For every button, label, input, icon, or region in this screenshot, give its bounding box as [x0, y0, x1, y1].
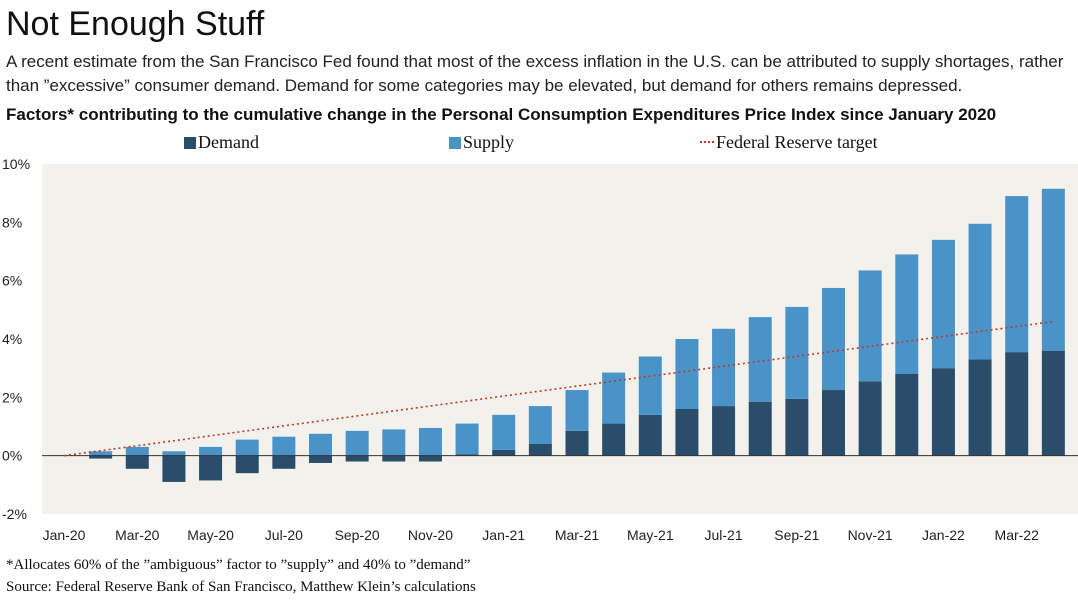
demand-bar — [822, 390, 845, 456]
demand-bar — [565, 430, 589, 456]
demand-bar — [418, 455, 442, 462]
x-tick-label: Nov-21 — [848, 527, 893, 543]
supply-bar — [382, 429, 406, 456]
demand-bar — [382, 455, 406, 462]
supply-bar — [89, 451, 113, 456]
legend-target: Federal Reserve target — [700, 130, 878, 154]
chart-title: Factors* contributing to the cumulative … — [6, 105, 997, 124]
demand-bar — [492, 449, 516, 456]
subtitle-text: A recent estimate from the San Francisco… — [6, 52, 1064, 95]
demand-bar — [748, 401, 772, 456]
demand-bar — [199, 455, 223, 481]
y-tick-label: 6% — [2, 273, 22, 289]
supply-bar — [785, 306, 809, 399]
x-tick-label: May-20 — [187, 527, 234, 543]
y-tick-label: 0% — [2, 448, 22, 464]
plot-area: -2% 0% 2% 4% 6% 8% 10% Jan-20 Mar-20 May-20 Jul-20… — [2, 156, 1078, 543]
supply-bar — [235, 439, 259, 456]
supply-bar — [528, 406, 552, 444]
page-title: Not Enough Stuff — [6, 5, 265, 43]
supply-bar — [858, 270, 882, 382]
x-tick-label: Jan-22 — [922, 527, 965, 543]
legend-supply: Supply — [449, 130, 514, 154]
supply-bar — [822, 287, 845, 391]
x-tick-label: Mar-22 — [995, 527, 1040, 543]
supply-bar — [162, 451, 186, 456]
x-tick-label: Sep-21 — [774, 527, 819, 543]
supply-bar — [675, 339, 699, 409]
x-tick-label: Jan-21 — [482, 527, 525, 543]
x-tick-label: Nov-20 — [408, 527, 453, 543]
demand-bar — [1005, 352, 1029, 456]
legend-target-label: Federal Reserve target — [716, 132, 878, 152]
supply-bar — [455, 423, 479, 455]
demand-bar — [1041, 350, 1065, 456]
x-tick-label: Mar-21 — [555, 527, 600, 543]
legend-demand-label: Demand — [198, 132, 259, 152]
x-tick-label: Jul-20 — [265, 527, 303, 543]
source-note: Source: Federal Reserve Bank of San Fran… — [6, 579, 476, 595]
supply-bar — [895, 254, 919, 374]
x-tick-label: Jul-21 — [705, 527, 743, 543]
supply-bar — [1005, 196, 1029, 353]
supply-bar — [565, 390, 589, 431]
supply-bar — [199, 446, 223, 456]
x-tick-label: Jan-20 — [43, 527, 86, 543]
supply-bar — [309, 433, 332, 456]
supply-bar — [931, 239, 955, 369]
legend-demand-swatch — [184, 137, 196, 149]
footnote: *Allocates 60% of the ”ambiguous” factor… — [6, 557, 471, 573]
demand-bar — [895, 374, 919, 456]
chart: -2% 0% 2% 4% 6% 8% 10% Jan-20 Mar-20 May-20 Jul-20… — [2, 156, 1078, 543]
supply-bar — [125, 446, 149, 456]
supply-bar — [345, 430, 369, 456]
demand-bar — [785, 398, 809, 456]
y-tick-label: 4% — [2, 331, 22, 347]
supply-bar — [968, 223, 992, 360]
supply-bar — [418, 427, 442, 456]
demand-bar — [272, 455, 296, 469]
demand-bar — [345, 455, 369, 462]
demand-bar — [602, 423, 626, 456]
supply-bar — [492, 414, 516, 450]
supply-bar — [1041, 188, 1065, 351]
legend-supply-swatch — [449, 137, 461, 149]
demand-bar — [712, 406, 736, 456]
legend-demand: Demand — [184, 130, 259, 154]
y-tick-label: -2% — [2, 506, 27, 522]
y-tick-label: 10% — [2, 156, 30, 172]
y-tick-label: 2% — [2, 389, 22, 405]
supply-bar — [748, 317, 772, 402]
demand-bar — [968, 359, 992, 456]
x-tick-label: Sep-20 — [335, 527, 380, 543]
supply-bar — [638, 356, 662, 415]
legend-target-line — [700, 141, 714, 143]
x-tick-label: May-21 — [627, 527, 674, 543]
supply-bar — [272, 436, 296, 456]
demand-bar — [931, 368, 955, 456]
demand-bar — [309, 455, 332, 463]
demand-bar — [89, 455, 113, 459]
demand-bar — [858, 381, 882, 456]
supply-bar — [712, 328, 736, 407]
demand-bar — [638, 414, 662, 456]
demand-bar — [455, 454, 479, 456]
demand-bar — [528, 444, 552, 456]
legend-supply-label: Supply — [463, 132, 515, 152]
y-tick-label: 8% — [2, 214, 22, 230]
demand-bar — [125, 455, 149, 469]
supply-bar — [602, 372, 626, 424]
demand-bar — [235, 455, 259, 474]
demand-bar — [675, 409, 699, 456]
demand-bar — [162, 455, 186, 482]
fed-target-line — [63, 320, 1054, 457]
x-tick-label: Mar-20 — [115, 527, 160, 543]
